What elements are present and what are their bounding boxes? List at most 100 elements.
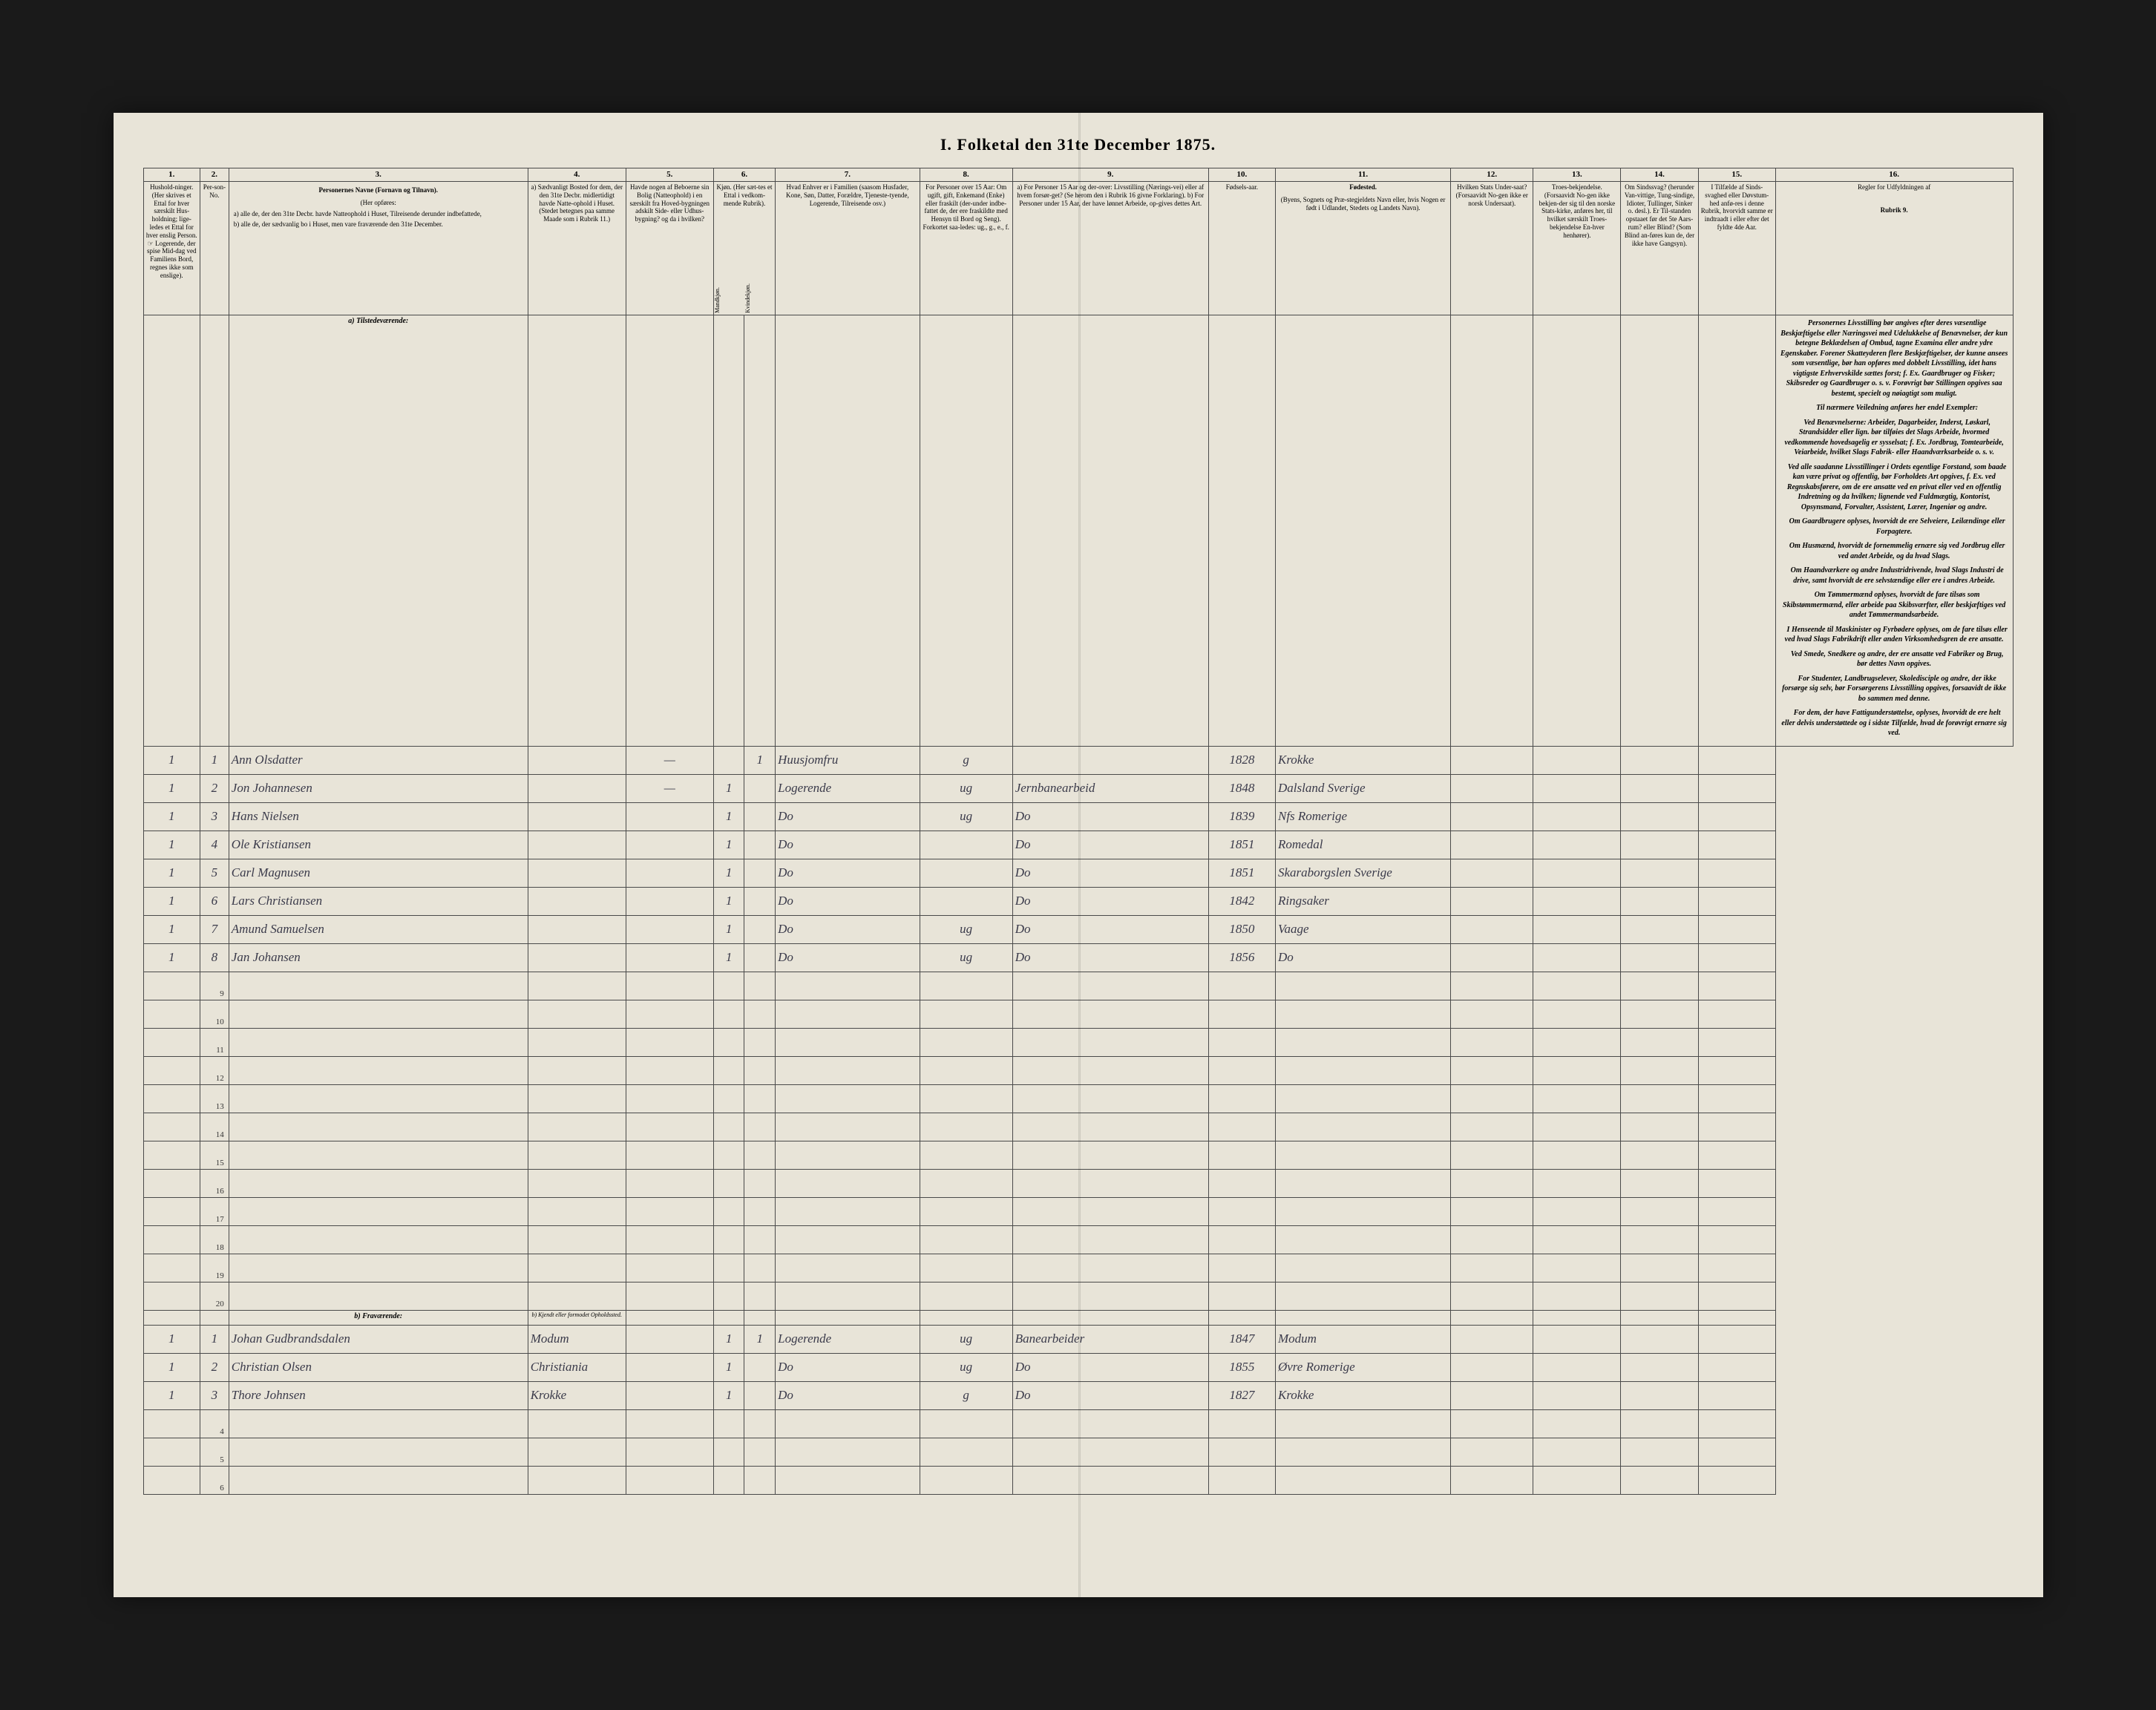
cell: Do [776,1381,920,1409]
cell [528,1466,626,1494]
header-c3-title: Personernes Navne (Fornavn og Tilnavn). [234,186,523,194]
cell: 3 [200,802,229,831]
cell: Do [776,831,920,859]
cell: 1 [744,1325,776,1353]
cell [1533,915,1621,943]
cell [744,972,776,1000]
cell: 6 [200,887,229,915]
rules-paragraph: Ved Smede, Snedkere og andre, der ere an… [1780,649,2008,669]
header-row: Hushold-ninger. (Her skrives et Ettal fo… [143,182,2013,315]
cell [143,1028,200,1056]
cell [1698,1084,1775,1113]
cell [1208,1084,1275,1113]
cell [1698,1169,1775,1197]
table-row-empty: 13 [143,1084,2013,1113]
cell [626,1056,713,1084]
cell [713,1197,744,1225]
cell [920,887,1012,915]
cell [229,1282,528,1310]
cell: g [920,746,1012,774]
cell: — [626,746,713,774]
cell: Do [1012,802,1208,831]
table-row-empty: 12 [143,1056,2013,1084]
cell [1451,1325,1533,1353]
cell: Skaraborgslen Sverige [1275,859,1450,887]
cell [229,1225,528,1254]
cell: Logerende [776,774,920,802]
table-row-empty: 5 [143,1438,2013,1466]
cell [1208,1438,1275,1466]
cell [229,1028,528,1056]
cell [626,1254,713,1282]
cell [1012,1141,1208,1169]
header-c3-sub: (Her opføres: [234,199,523,207]
rules-paragraph: Personernes Livsstilling bør angives eft… [1780,318,2008,399]
header-c8: For Personer over 15 Aar: Om ugift, gift… [920,182,1012,315]
cell: 1 [713,943,744,972]
cell [776,1225,920,1254]
cell [528,943,626,972]
cell [1451,1113,1533,1141]
cell [1533,1254,1621,1282]
cell [713,1409,744,1438]
cell [1621,943,1698,972]
cell [1533,887,1621,915]
table-row: 14Ole Kristiansen1DoDo1851Romedal [143,831,2013,859]
cell: Do [1012,915,1208,943]
cell: — [626,774,713,802]
colnum-3: 3. [229,168,528,182]
colnum-7: 7. [776,168,920,182]
cell [1698,915,1775,943]
cell [1533,1466,1621,1494]
cell [1533,1438,1621,1466]
cell [1698,1225,1775,1254]
cell: Do [1275,943,1450,972]
cell [1451,915,1533,943]
cell [1698,859,1775,887]
rules-paragraph: Ved alle saadanne Livsstillinger i Ordet… [1780,462,2008,513]
cell [776,1084,920,1113]
cell [1451,1000,1533,1028]
page-title: I. Folketal den 31te December 1875. [143,135,2014,154]
cell [229,1169,528,1197]
header-c16: Regler for Udfyldningen af Rubrik 9. [1775,182,2013,315]
cell: Hans Nielsen [229,802,528,831]
rules-paragraph: Om Tømmermænd oplyses, hvorvidt de fare … [1780,590,2008,620]
cell [920,859,1012,887]
cell [920,972,1012,1000]
table-row-empty: 4 [143,1409,2013,1438]
cell [229,1084,528,1113]
cell [744,1466,776,1494]
cell [1621,1254,1698,1282]
table-row-empty: 11 [143,1028,2013,1056]
cell [143,1113,200,1141]
cell [528,1141,626,1169]
cell [143,1197,200,1225]
cell: 1 [713,1381,744,1409]
cell [920,1028,1012,1056]
cell [229,1466,528,1494]
header-c11-title: Fødested. [1278,183,1448,191]
cell: Lars Christiansen [229,887,528,915]
colnum-16: 16. [1775,168,2013,182]
cell: 1 [713,1325,744,1353]
cell [1012,1409,1208,1438]
census-page: I. Folketal den 31te December 1875. 1. 2… [114,113,2043,1597]
cell [626,1325,713,1353]
cell [920,1113,1012,1141]
cell: 1 [143,1353,200,1381]
cell: 1848 [1208,774,1275,802]
colnum-4: 4. [528,168,626,182]
cell [143,1084,200,1113]
cell [1698,774,1775,802]
cell [744,1056,776,1084]
cell [1533,943,1621,972]
cell [1621,1225,1698,1254]
cell: Do [1012,887,1208,915]
cell [1208,1466,1275,1494]
cell [776,1254,920,1282]
colnum-2: 2. [200,168,229,182]
cell: 1 [143,831,200,859]
colnum-14: 14. [1621,168,1698,182]
cell [1698,1056,1775,1084]
